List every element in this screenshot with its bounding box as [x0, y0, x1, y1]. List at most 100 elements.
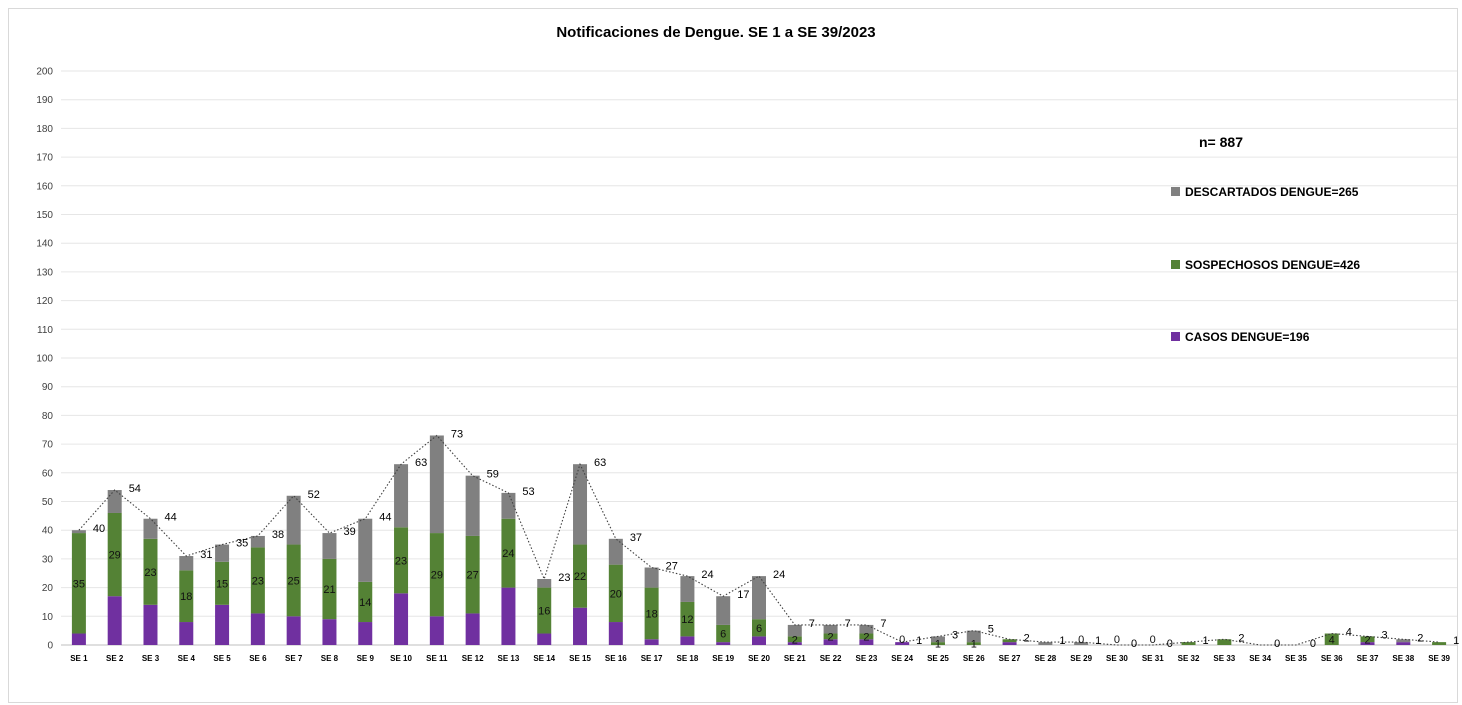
- bar-segment: [1396, 639, 1411, 643]
- x-tick-label: SE 2: [106, 654, 124, 663]
- bar-segment: [107, 490, 122, 513]
- bar-segment: [71, 530, 86, 534]
- bar-segment: [537, 578, 552, 588]
- bar-segment: [107, 512, 122, 597]
- x-tick-label: SE 39: [1428, 654, 1450, 663]
- segment-data-label: 20: [610, 588, 622, 600]
- x-tick-label: SE 14: [533, 654, 555, 663]
- bar-segment: [143, 604, 158, 645]
- segment-data-label: 23: [252, 575, 264, 587]
- bar-segment: [286, 544, 301, 617]
- bar-segment: [358, 622, 373, 645]
- bar-segment: [501, 518, 516, 588]
- bar-segment: [823, 633, 838, 640]
- bar-segment: [752, 576, 766, 620]
- x-tick-label: SE 35: [1285, 654, 1307, 663]
- chart-frame: Notificaciones de Dengue. SE 1 a SE 39/2…: [8, 8, 1459, 703]
- total-data-label: 3: [1382, 629, 1388, 641]
- total-data-label: 17: [737, 589, 749, 601]
- bar-segment: [537, 633, 552, 645]
- x-tick-label: SE 11: [426, 654, 448, 663]
- total-dotted-line: [78, 434, 1440, 646]
- bar-segment: [143, 518, 158, 539]
- bar-segment: [966, 630, 981, 643]
- bar-segment: [644, 587, 659, 640]
- y-tick-label: 90: [42, 382, 54, 393]
- y-tick-label: 80: [42, 411, 54, 422]
- bar-segment: [573, 544, 588, 608]
- total-data-label: 3: [952, 629, 958, 641]
- total-data-label: 2: [1024, 632, 1030, 644]
- y-tick-label: 170: [36, 153, 53, 164]
- legend-label: DESCARTADOS DENGUE=265: [1185, 185, 1359, 199]
- gridlines: [61, 70, 1457, 646]
- bar-segment: [930, 642, 945, 645]
- x-tick-label: SE 4: [178, 654, 196, 663]
- bar-segment: [465, 535, 480, 614]
- total-data-label: 40: [93, 523, 105, 535]
- bar-segment: [250, 613, 265, 645]
- segment-data-label: 2: [828, 631, 834, 643]
- bar-segment: [716, 642, 731, 645]
- x-tick-label: SE 9: [357, 654, 375, 663]
- bar-segment: [930, 636, 945, 643]
- x-tick-label: SE 7: [285, 654, 303, 663]
- total-data-label: 1: [1453, 635, 1459, 647]
- x-tick-label: SE 29: [1070, 654, 1092, 663]
- y-tick-label: 60: [42, 468, 54, 479]
- total-count-annotation: n= 887: [1199, 134, 1243, 150]
- bar-segment: [394, 593, 409, 645]
- segment-data-label: 23: [144, 567, 156, 579]
- bar-segment: [573, 607, 588, 645]
- total-data-label: 1: [1095, 635, 1101, 647]
- y-tick-label: 100: [36, 354, 53, 365]
- segment-data-label: 4: [1329, 634, 1335, 646]
- x-tick-label: SE 6: [249, 654, 267, 663]
- segment-data-label: 0: [1150, 634, 1156, 646]
- bar-segment: [1038, 642, 1053, 645]
- bar-segment: [501, 492, 516, 519]
- total-data-label: 31: [200, 549, 212, 561]
- x-tick-label: SE 16: [605, 654, 627, 663]
- y-tick-label: 30: [42, 554, 54, 565]
- bar-segment: [394, 464, 409, 528]
- bar-segment: [716, 596, 731, 625]
- bar-segment: [322, 619, 337, 645]
- bar-segment: [179, 570, 194, 623]
- x-tick-label: SE 37: [1357, 654, 1379, 663]
- total-data-label: 2: [1417, 632, 1423, 644]
- total-data-label: 24: [701, 569, 713, 581]
- segment-data-label: 0: [1114, 634, 1120, 646]
- total-data-label: 52: [308, 489, 320, 501]
- bar-segment: [322, 558, 337, 620]
- x-tick-label: SE 21: [784, 654, 806, 663]
- total-data-label: 53: [522, 486, 534, 498]
- x-tick-label: SE 28: [1034, 654, 1056, 663]
- total-line: [78, 434, 1440, 646]
- total-data-label: 35: [236, 538, 248, 550]
- segment-data-label: 29: [431, 570, 443, 582]
- x-axis: SE 1 SE 2 SE 3 SE 4 SE 5 SE 6 SE 7 SE 8 SE 9 SE 1…: [70, 654, 1450, 663]
- total-data-label: 24: [773, 569, 785, 581]
- segment-data-label: 1: [935, 639, 941, 651]
- y-axis: 0 10 20 30 40 50 60 70 80 90 100 110 120 130 140 150 160…: [36, 67, 53, 652]
- bar-segment: [966, 642, 981, 645]
- total-data-label: 0: [1167, 638, 1173, 650]
- total-data-label: 38: [272, 529, 284, 541]
- x-tick-label: SE 13: [498, 654, 520, 663]
- total-data-label: 4: [1346, 627, 1352, 639]
- segment-data-label: 27: [467, 570, 479, 582]
- total-data-label: 7: [809, 618, 815, 630]
- x-tick-label: SE 25: [927, 654, 949, 663]
- bar-segment: [823, 639, 838, 645]
- x-tick-label: SE 33: [1213, 654, 1235, 663]
- bar-segment: [143, 538, 158, 605]
- bar-segment: [752, 619, 766, 637]
- y-tick-label: 110: [37, 325, 53, 336]
- total-data-label: 39: [343, 526, 355, 538]
- bar-segment: [1074, 642, 1089, 645]
- total-data-label: 1: [1059, 635, 1065, 647]
- bar-segment: [1324, 633, 1339, 645]
- x-tick-label: SE 8: [321, 654, 339, 663]
- bar-segment: [1360, 642, 1375, 645]
